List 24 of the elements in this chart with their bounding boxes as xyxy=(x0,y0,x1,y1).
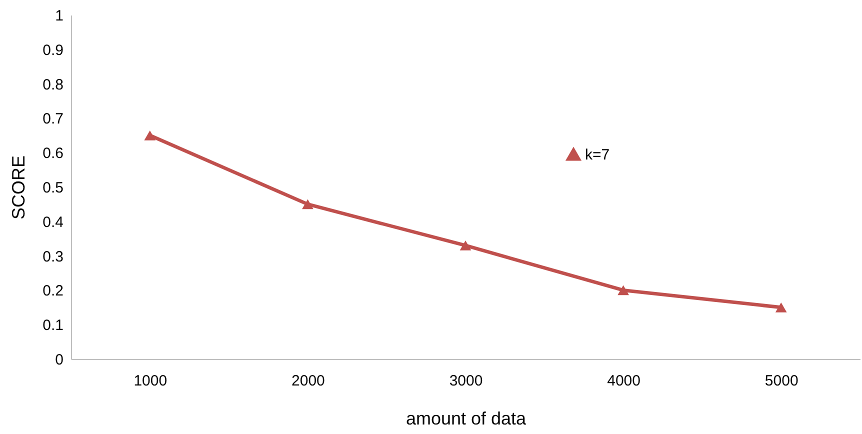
x-axis-title: amount of data xyxy=(406,408,528,428)
x-tick-label: 5000 xyxy=(764,372,798,390)
y-tick-label: 1 xyxy=(55,8,64,24)
x-tick-label: 2000 xyxy=(292,372,325,390)
y-tick-label: 0.6 xyxy=(42,145,64,162)
point xyxy=(775,302,787,312)
y-tick-label: 0.4 xyxy=(42,214,64,231)
y-tick-label: 0.1 xyxy=(42,317,64,334)
y-tick-label: 0.5 xyxy=(42,180,64,196)
y-tick-label: 0.3 xyxy=(42,248,64,266)
legend-label: k=7 xyxy=(585,146,610,164)
point xyxy=(618,285,629,296)
point xyxy=(144,130,156,140)
y-axis-title: SCORE xyxy=(8,155,29,220)
x-tick-label: 4000 xyxy=(607,372,640,390)
y-tick-label: 0.7 xyxy=(42,110,64,128)
y-tick-label: 0.8 xyxy=(42,76,64,94)
point xyxy=(460,240,472,250)
y-tick-label: 0.2 xyxy=(42,282,64,300)
y-tick-label: 0 xyxy=(55,352,64,368)
y-tick-label: 0.9 xyxy=(42,42,64,59)
point xyxy=(302,199,314,210)
x-tick-label: 3000 xyxy=(449,372,483,390)
x-tick-label: 1000 xyxy=(134,372,168,390)
